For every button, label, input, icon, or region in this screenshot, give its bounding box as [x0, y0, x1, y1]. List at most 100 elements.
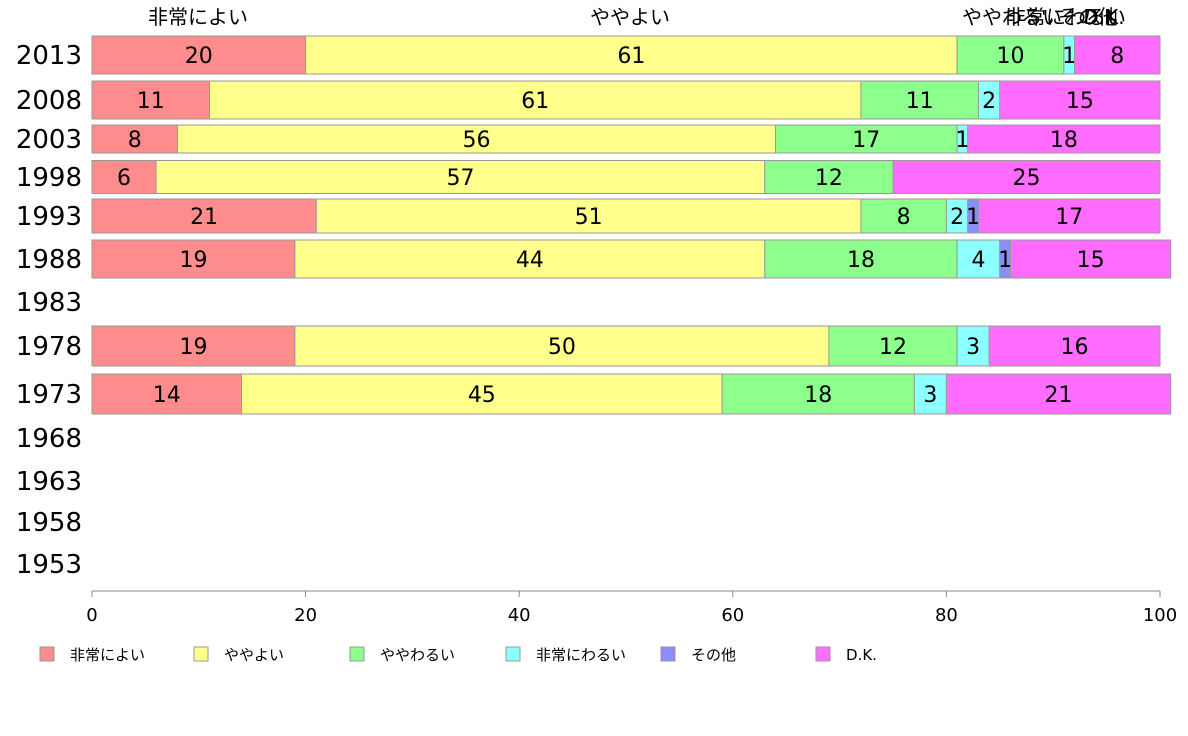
bar-value-label: 6 — [117, 166, 131, 191]
year-label: 2013 — [16, 41, 82, 71]
top-category-label: 非常によい — [148, 5, 248, 29]
year-label: 1978 — [16, 332, 82, 362]
year-label: 1953 — [16, 550, 82, 580]
top-category-label: 非常にわるい — [1006, 5, 1126, 29]
legend-swatch — [660, 646, 676, 662]
bar-value-label: 25 — [1013, 166, 1041, 191]
year-labels: 2013 2008 2003 1998 1993 1988 1983 1978 1973 1968… — [16, 41, 82, 580]
top-category-label: D.K. — [1083, 5, 1124, 29]
bar-value-label: 61 — [521, 89, 549, 114]
bar-value-label: 50 — [548, 335, 576, 360]
bar-segment — [892, 160, 1161, 194]
bar-segment — [91, 124, 178, 154]
bar-value-label: 8 — [1110, 44, 1124, 69]
legend-swatch — [193, 646, 209, 662]
bar-segment — [155, 160, 766, 194]
legend: 非常によい ややよい ややわるい 非常にわるい その他 D.K. — [39, 646, 877, 664]
bar-value-label: 14 — [153, 383, 181, 408]
legend-label: その他 — [691, 646, 736, 664]
bar-segment — [860, 80, 979, 120]
x-tick-label: 0 — [86, 605, 97, 626]
year-label: 1973 — [16, 380, 82, 410]
bar-value-label: 21 — [1045, 383, 1073, 408]
legend-swatch — [349, 646, 365, 662]
bar-value-label: 19 — [179, 335, 207, 360]
top-category-label: その他 — [1058, 5, 1118, 29]
bar-value-label: 45 — [468, 383, 496, 408]
bar-value-label: 8 — [897, 205, 911, 230]
bar-value-label: 12 — [879, 335, 907, 360]
bar-value-label: 44 — [516, 248, 544, 273]
bar-value-label: 51 — [575, 205, 603, 230]
x-tick-label: 20 — [294, 605, 317, 626]
bar-segment — [1009, 239, 1172, 279]
bar-segment — [305, 35, 958, 75]
bar-segment — [91, 198, 317, 234]
year-label: 1963 — [16, 467, 82, 497]
bar-segment — [241, 373, 723, 415]
bar-value-label: 61 — [617, 44, 645, 69]
bar-segment — [913, 373, 947, 415]
bar-segment — [208, 80, 862, 120]
bar-segment — [315, 198, 862, 234]
bar-value-label: 11 — [137, 89, 165, 114]
bar-value-label: 21 — [190, 205, 218, 230]
bar-segment — [956, 35, 1065, 75]
bar-value-label: 57 — [446, 166, 474, 191]
bar-segment — [764, 160, 894, 194]
bar-value-label: 1 — [1062, 44, 1076, 69]
legend-label: 非常によい — [70, 646, 145, 664]
bar-segment — [988, 325, 1161, 367]
bar-value-label: 18 — [1050, 128, 1078, 153]
year-label: 1988 — [16, 245, 82, 275]
x-axis: 0 20 40 60 80 100 — [86, 590, 1177, 626]
bar-segment — [91, 239, 296, 279]
top-category-label: ややわるい — [962, 5, 1062, 29]
bar-segment — [956, 239, 1001, 279]
bar-segment — [999, 80, 1161, 120]
bar-segment — [977, 198, 1161, 234]
year-label: 1983 — [16, 288, 82, 318]
bar-segment — [945, 373, 1172, 415]
top-category-label: ややよい — [590, 5, 670, 29]
bar-segment — [828, 325, 958, 367]
bar-segment — [91, 373, 243, 415]
bar-value-label: 56 — [462, 128, 490, 153]
bar-segment — [721, 373, 915, 415]
year-label: 2003 — [16, 125, 82, 155]
year-label: 1958 — [16, 508, 82, 538]
bar-segment — [91, 160, 157, 194]
year-label: 1993 — [16, 202, 82, 232]
bar-value-label: 2 — [982, 89, 996, 114]
bar-value-label: 3 — [966, 335, 980, 360]
legend-label: D.K. — [846, 646, 877, 664]
legend-label: 非常にわるい — [536, 646, 626, 664]
bar-segment — [764, 239, 958, 279]
bar-segment — [294, 325, 830, 367]
bar-segment — [1074, 35, 1161, 75]
bar-value-label: 16 — [1061, 335, 1089, 360]
bar-value-label: 15 — [1066, 89, 1094, 114]
year-label: 2008 — [16, 86, 82, 116]
bar-value-label: 12 — [815, 166, 843, 191]
bar-segment — [91, 80, 210, 120]
bar-value-label: 2 — [950, 205, 964, 230]
bar-value-label: 20 — [185, 44, 213, 69]
bar-value-label: 1 — [998, 248, 1012, 273]
legend-label: ややわるい — [380, 646, 455, 664]
year-label: 1998 — [16, 163, 82, 193]
bar-value-label: 4 — [971, 248, 985, 273]
x-tick-label: 40 — [508, 605, 531, 626]
x-tick-label: 100 — [1143, 605, 1177, 626]
bar-value-label: 3 — [923, 383, 937, 408]
legend-label: ややよい — [224, 646, 284, 664]
bar-value-label: 17 — [852, 128, 880, 153]
bar-value-label: 8 — [128, 128, 142, 153]
bar-value-label: 18 — [847, 248, 875, 273]
x-tick-label: 80 — [935, 605, 958, 626]
bar-segment — [91, 325, 296, 367]
legend-swatch — [39, 646, 55, 662]
bar-value-label: 1 — [955, 128, 969, 153]
